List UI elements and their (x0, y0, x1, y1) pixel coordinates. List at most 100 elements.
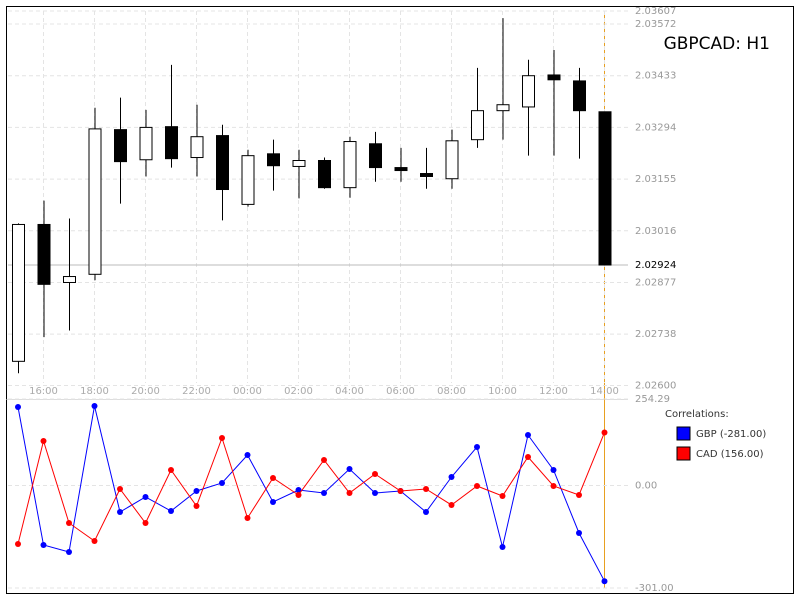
point (295, 491, 302, 498)
point (397, 487, 404, 494)
x-tick-label: 04:00 (335, 386, 364, 397)
point (525, 453, 531, 460)
y-tick-label: 2.02738 (635, 329, 676, 340)
y-tick-label: 254.29 (635, 394, 670, 405)
candle-body (547, 74, 561, 81)
point (474, 443, 480, 450)
candle-body (63, 276, 76, 283)
point (244, 514, 251, 521)
point (448, 474, 455, 481)
point (525, 432, 531, 439)
x-tick-label: 08:00 (437, 386, 466, 397)
y-tick-label: 2.03433 (635, 71, 676, 82)
point (168, 466, 174, 473)
point (66, 519, 72, 526)
candle-body (267, 153, 280, 167)
candle-body (522, 75, 535, 108)
point (346, 466, 353, 473)
candle-body (471, 110, 484, 141)
frame (6, 6, 794, 594)
point (270, 474, 276, 481)
candle-body (37, 223, 51, 285)
y-tick-label: 2.02877 (635, 277, 676, 288)
point (168, 508, 174, 515)
point (372, 490, 378, 497)
candle-body (165, 126, 178, 160)
point (15, 540, 21, 547)
point (448, 501, 455, 508)
point (219, 479, 225, 486)
candle-body (343, 141, 357, 189)
x-tick-label: 18:00 (80, 386, 109, 397)
point (576, 491, 582, 498)
legend-title: Correlations: (665, 409, 729, 420)
y-tick-label: 2.02600 (635, 381, 676, 392)
point (193, 503, 200, 510)
point (372, 471, 378, 478)
x-tick-label: 16:00 (29, 386, 58, 397)
point (142, 493, 149, 500)
point (550, 482, 557, 489)
candle-body (241, 155, 255, 205)
y-tick-label: 2.03016 (635, 226, 676, 237)
last-price-label: 2.02924 (635, 260, 676, 271)
point (321, 490, 327, 497)
x-tick-label: 06:00 (386, 386, 415, 397)
point (499, 543, 506, 550)
candle-body (445, 140, 459, 180)
x-tick-label: 12:00 (539, 386, 568, 397)
point (601, 578, 608, 585)
point (295, 487, 302, 494)
candle-body (573, 80, 586, 112)
y-tick-label: 2.03155 (635, 174, 676, 185)
candle-body (190, 136, 204, 159)
point (576, 529, 582, 536)
legend-label: GBP (-281.00) (696, 429, 766, 440)
point (244, 451, 251, 458)
legend-label: CAD (156.00) (696, 449, 764, 460)
point (423, 508, 429, 515)
point (346, 490, 353, 497)
candle-body (114, 129, 127, 163)
point (117, 485, 123, 492)
point (142, 519, 149, 526)
series-line (17, 432, 605, 545)
point (193, 487, 200, 494)
point (40, 437, 47, 444)
x-tick-label: 00:00 (233, 386, 262, 397)
point (219, 435, 225, 442)
point (474, 482, 480, 489)
point (601, 429, 608, 436)
candle-body (369, 143, 382, 169)
x-tick-label: 22:00 (182, 386, 211, 397)
candle-body (139, 126, 153, 161)
point (15, 403, 21, 410)
y-tick-label: 2.03294 (635, 122, 676, 133)
candle-body (292, 160, 306, 167)
chart-title: GBPCAD: H1 (664, 34, 770, 54)
candle-body (420, 173, 433, 177)
candle-body (12, 223, 25, 362)
point (550, 466, 557, 473)
point (499, 492, 506, 499)
point (66, 548, 72, 555)
point (117, 508, 123, 515)
point (423, 485, 429, 492)
y-tick-label: -301.00 (635, 583, 674, 594)
x-tick-label: 10:00 (488, 386, 517, 397)
candle-body (598, 111, 612, 266)
x-tick-label: 14:00 (590, 386, 619, 397)
x-tick-label: 02:00 (284, 386, 313, 397)
candle-body (216, 135, 229, 191)
candle-body (318, 160, 331, 189)
x-tick-label: 20:00 (131, 386, 160, 397)
legend-swatch (676, 426, 691, 441)
candle-body (394, 167, 408, 172)
point (91, 537, 98, 544)
y-tick-label: 2.03572 (635, 19, 676, 30)
series-line (17, 405, 605, 582)
legend-swatch (676, 446, 691, 461)
y-tick-label: 0.00 (635, 481, 657, 492)
point (91, 403, 98, 410)
